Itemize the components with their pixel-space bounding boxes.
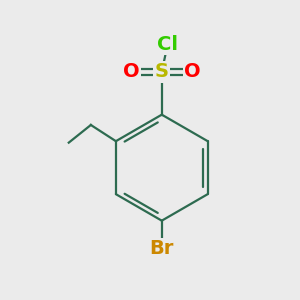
Text: O: O: [122, 62, 139, 82]
Text: Br: Br: [150, 239, 174, 258]
Text: S: S: [155, 62, 169, 82]
Text: O: O: [184, 62, 201, 82]
Text: Cl: Cl: [157, 34, 178, 53]
